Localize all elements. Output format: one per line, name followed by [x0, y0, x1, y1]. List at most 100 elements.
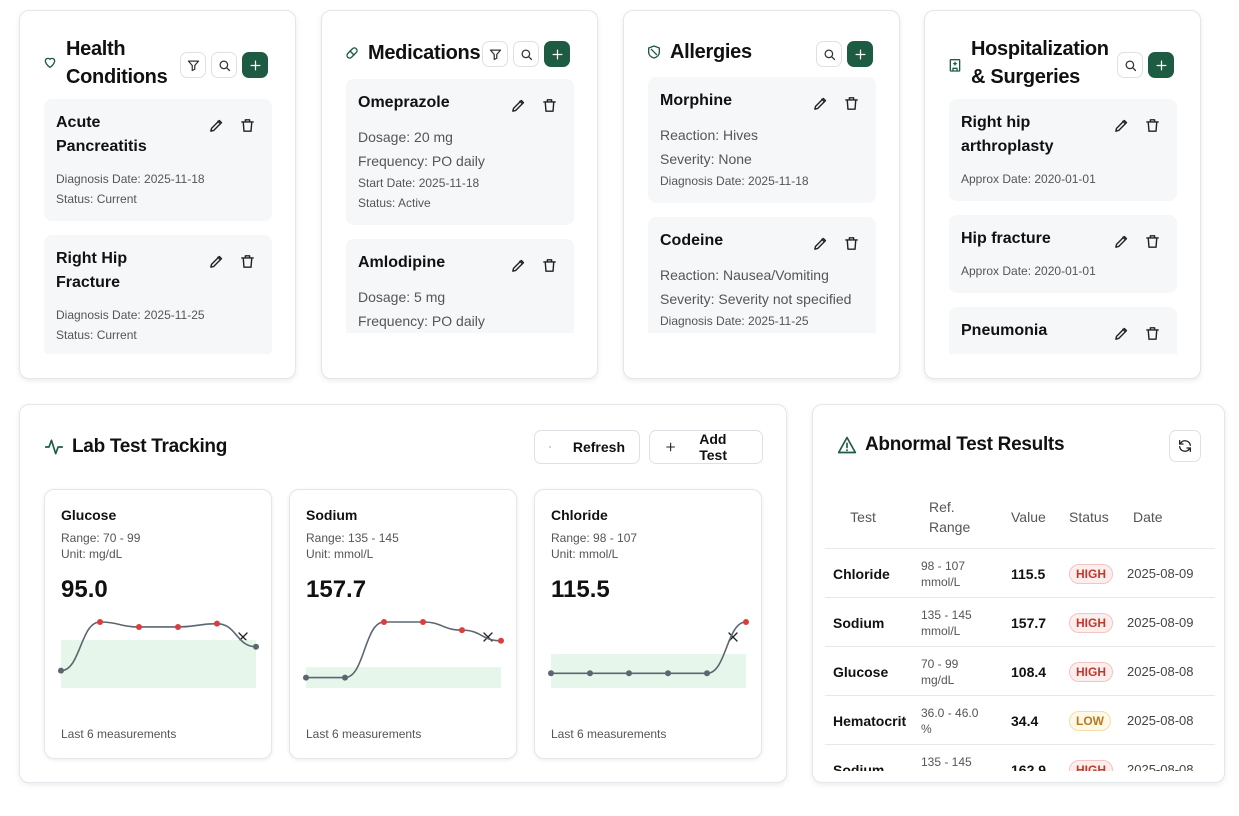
edit-button[interactable]: [1113, 325, 1130, 347]
icon: [837, 436, 857, 454]
edit-button[interactable]: [812, 235, 829, 257]
icon: [543, 259, 556, 272]
card-title: Abnormal Test Results: [865, 434, 1065, 455]
item-card: Acute Pancreatitis Diagnosis Date: 2025-1…: [44, 99, 272, 221]
table-row: Chloride 98 - 107 mmol/L 115.5 HIGH 2025-08-…: [825, 548, 1215, 598]
edit-button[interactable]: [1113, 233, 1130, 255]
card-title: Lab Test Tracking: [72, 436, 228, 457]
table-cell: 135 - 145 mmol/L: [921, 598, 985, 647]
trash-button[interactable]: [843, 235, 860, 257]
item-meta: Start Date: 2025-11-18: [358, 176, 480, 190]
icon: [543, 99, 556, 112]
edit-button[interactable]: [1113, 117, 1130, 139]
latest-value: 95.0: [61, 576, 108, 603]
search-button[interactable]: [211, 52, 237, 78]
refresh-button[interactable]: Refresh: [534, 430, 640, 464]
chart-caption: Last 6 measurements: [551, 727, 667, 741]
table-cell: 2025-08-08: [1127, 647, 1207, 696]
icon: [489, 49, 501, 60]
item-meta: Diagnosis Date: 2025-11-25: [56, 308, 205, 322]
item-card: Omeprazole Dosage: 20 mg Frequency: PO dai…: [346, 79, 574, 225]
item-meta: Diagnosis Date: 2025-11-18: [660, 174, 809, 188]
trash-button[interactable]: [1144, 325, 1161, 347]
item-list: Acute Pancreatitis Diagnosis Date: 2025-1…: [44, 99, 272, 354]
filter-button[interactable]: [180, 52, 206, 78]
table-cell: 2025-08-09: [1127, 598, 1207, 647]
test-name: Glucose: [833, 663, 889, 680]
ref-range: 70 - 99 mg/dL: [921, 656, 959, 687]
table-cell: 2025-08-08: [1127, 745, 1207, 771]
trend-point: [498, 637, 504, 644]
table-cell: Sodium: [833, 598, 893, 647]
item-name: Pneumonia: [961, 322, 1048, 339]
edit-button[interactable]: [510, 257, 527, 279]
value: 162.9: [1011, 761, 1047, 772]
date: 2025-08-08: [1127, 762, 1194, 771]
card-actions: [816, 41, 873, 67]
trend-point: [175, 623, 181, 630]
plus-button[interactable]: [847, 41, 873, 67]
table-cell: 2025-08-09: [1127, 549, 1207, 598]
item-card: Right hip arthroplasty Approx Date: 2020-…: [949, 99, 1177, 201]
item-meta: Status: Active: [358, 196, 431, 210]
trend-point: [548, 670, 554, 677]
trash-button[interactable]: [1144, 117, 1161, 139]
value: 115.5: [1011, 565, 1046, 582]
table-cell: HIGH: [1069, 647, 1119, 696]
item-name: Right hip arthroplasty: [961, 114, 1054, 155]
test-range: Range: 135 - 145: [306, 531, 399, 545]
item-meta: Approx Date: 2020-01-01: [961, 264, 1096, 278]
trend-point: [743, 619, 749, 625]
filter-button[interactable]: [482, 41, 508, 67]
lab-test-card: Chloride Range: 98 - 107 Unit: mmol/L 115.5…: [534, 489, 762, 759]
test-name: Chloride: [551, 507, 608, 523]
trash-button[interactable]: [843, 95, 860, 117]
edit-button[interactable]: [510, 97, 527, 119]
search-button[interactable]: [513, 41, 539, 67]
refresh-button[interactable]: [1169, 430, 1201, 462]
trend-point: [303, 674, 309, 681]
trend-point: [214, 620, 220, 627]
item-actions: [510, 97, 558, 119]
item-meta: Status: Current: [56, 328, 137, 342]
button-label: Refresh: [572, 439, 625, 455]
trash-button[interactable]: [1144, 233, 1161, 255]
table-cell: HIGH: [1069, 549, 1119, 598]
date: 2025-08-09: [1127, 566, 1194, 581]
icon: [512, 99, 525, 112]
trend-point: [587, 670, 593, 677]
item-name: Acute Pancreatitis: [56, 114, 147, 155]
icon: [187, 60, 199, 71]
table-cell: 70 - 99 mg/dL: [921, 647, 985, 696]
trash-button[interactable]: [541, 97, 558, 119]
card-title: Hospitalization & Surgeries: [971, 38, 1109, 88]
table-cell: Sodium: [833, 745, 893, 772]
trash-button[interactable]: [239, 117, 256, 139]
item-actions: [208, 253, 256, 275]
item-card: Right Hip Fracture Diagnosis Date: 2025-1…: [44, 235, 272, 354]
value: 108.4: [1011, 663, 1047, 680]
trash-button[interactable]: [541, 257, 558, 279]
search-button[interactable]: [816, 41, 842, 67]
trash-button[interactable]: [239, 253, 256, 275]
status-badge: HIGH: [1069, 661, 1113, 682]
table-cell: Glucose: [833, 647, 893, 696]
item-detail: Reaction: Hives: [660, 127, 759, 143]
ref-range: 135 - 145 mmol/L: [921, 754, 972, 772]
search-button[interactable]: [1117, 52, 1143, 78]
item-actions: [812, 235, 860, 257]
plus-button[interactable]: [544, 41, 570, 67]
edit-button[interactable]: [812, 95, 829, 117]
plus-button[interactable]: [242, 52, 268, 78]
edit-button[interactable]: [208, 117, 225, 139]
item-name: Morphine: [660, 92, 732, 109]
value: 34.4: [1011, 712, 1039, 729]
results-table: Test Ref. Range Value Status Date Chloride 98 …: [825, 495, 1215, 771]
add-test-button[interactable]: Add Test: [649, 430, 763, 464]
status-badge: HIGH: [1069, 612, 1113, 633]
item-meta: Diagnosis Date: 2025-11-18: [56, 172, 205, 186]
table-cell: 36.0 - 46.0 %: [921, 696, 985, 745]
edit-button[interactable]: [208, 253, 225, 275]
trend-point: [665, 670, 671, 677]
plus-button[interactable]: [1148, 52, 1174, 78]
